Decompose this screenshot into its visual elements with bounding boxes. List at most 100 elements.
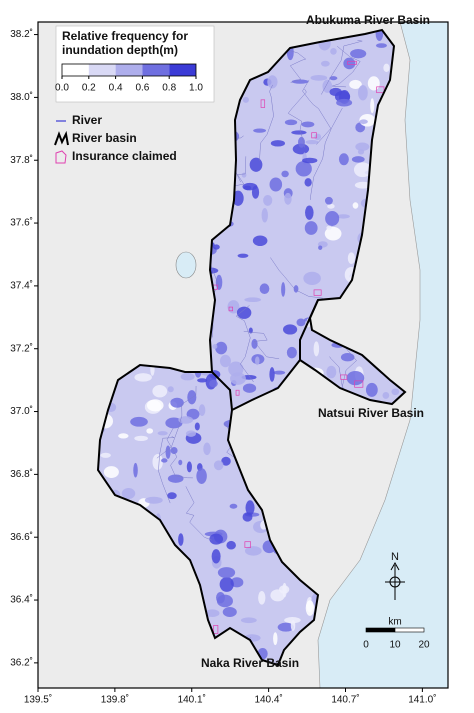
inundation-patch [305,600,315,616]
inundation-patch [212,244,220,250]
inundation-patch [251,185,260,199]
inundation-patch [198,404,206,417]
inundation-patch [291,79,309,84]
inundation-patch [286,346,297,359]
colorbar-title: inundation depth(m) [62,43,178,57]
x-tick-label: 141.0˚ [408,694,436,706]
y-tick-label: 38.2˚ [10,28,33,40]
inundation-patch [340,352,355,362]
colorbar-tick-label: 0.4 [109,83,123,94]
scale-unit: km [388,617,401,628]
inundation-patch [326,225,332,230]
inundation-patch [343,57,356,70]
inundation-patch [270,589,285,602]
inundation-patch [229,503,238,509]
inundation-patch [242,96,249,103]
colorbar-frame [61,63,197,77]
inundation-patch [103,466,119,478]
inundation-patch [242,512,253,522]
inundation-patch [301,121,315,128]
inundation-patch [227,300,240,314]
inundation-patch [330,48,337,55]
insurance-claim [376,86,385,94]
inundation-patch [194,422,200,431]
basin-outline [96,28,407,667]
inundation-patch [329,87,343,97]
inundation-patch [302,157,318,164]
inundation-patch [295,161,312,177]
insurance-claim [311,132,317,139]
inundation-patch [216,594,233,608]
river [185,486,212,541]
lake [175,251,197,279]
colorbar-tick-label: 0.8 [162,83,176,94]
inundation-patch [303,271,321,285]
y-tick-label: 38.0˚ [10,91,33,103]
scale-label: 10 [389,640,401,651]
inundation-patch [215,341,228,355]
inundation-patch [310,74,328,81]
colorbar-title: Relative frequency for [62,29,188,43]
inundation-patch [352,202,359,209]
inundation-patch [134,435,148,441]
inundation-patch [165,417,183,429]
north-arrow [389,576,401,588]
inundation-patch [336,98,353,107]
inundation-patch [134,373,152,382]
inundation-patch [197,378,208,383]
river [166,427,193,479]
inundation-patch [252,235,268,247]
inundation-patch [100,452,111,458]
y-tick-label: 37.8˚ [10,154,33,166]
inundation-patch [221,456,231,466]
inundation-patch [167,386,174,393]
colorbar-segment [115,64,143,76]
inundation-patch [244,546,262,556]
inundation-patch [281,170,289,178]
inundation-patch [237,253,249,258]
y-tick-label: 36.2˚ [10,657,33,669]
inundation-patch [325,210,340,226]
inundation-patch [324,226,342,241]
inundation-patch [281,282,286,297]
inundation-patch [251,338,258,349]
y-tick-label: 36.6˚ [10,531,33,543]
inundation-patch [290,619,296,631]
inundation-patch [326,365,337,379]
inundation-patch [170,397,184,408]
inundation-patch [269,177,283,192]
inundation-patch [261,208,268,223]
inundation-patch [383,63,390,72]
inundation-patch [152,385,168,398]
legend-label: River [72,113,102,127]
basin-label: Natsui River Basin [318,406,424,420]
inundation-patch [391,388,400,396]
x-tick-label: 140.1˚ [178,694,206,706]
inundation-patch [211,549,221,564]
basin-divide [299,299,319,360]
scale-segment [365,627,396,633]
inundation-patch [144,496,163,504]
basin-label: Naka River Basin [201,656,299,670]
inundation-patch [359,119,368,124]
insurance-claim [228,306,234,312]
inundation-patch [212,343,218,349]
colorbar-tick-label: 0.2 [82,83,96,94]
inundation-patch [318,245,323,250]
x-tick-label: 140.7˚ [331,694,359,706]
inundation-patch [178,459,183,466]
river [283,48,307,83]
inundation-patch [353,162,372,178]
river [259,84,274,161]
inundation-patch [165,445,171,459]
inundation-patch [327,203,335,209]
inundation-patch [253,128,267,133]
colorbar-tick-label: 1.0 [189,83,203,94]
river [243,330,280,360]
inundation-patch [305,140,319,145]
inundation-patch [322,79,333,93]
insurance-claim [235,389,240,396]
inundation-patch [267,75,278,89]
inundation-patch [180,372,195,381]
inundation-patch [242,383,257,393]
